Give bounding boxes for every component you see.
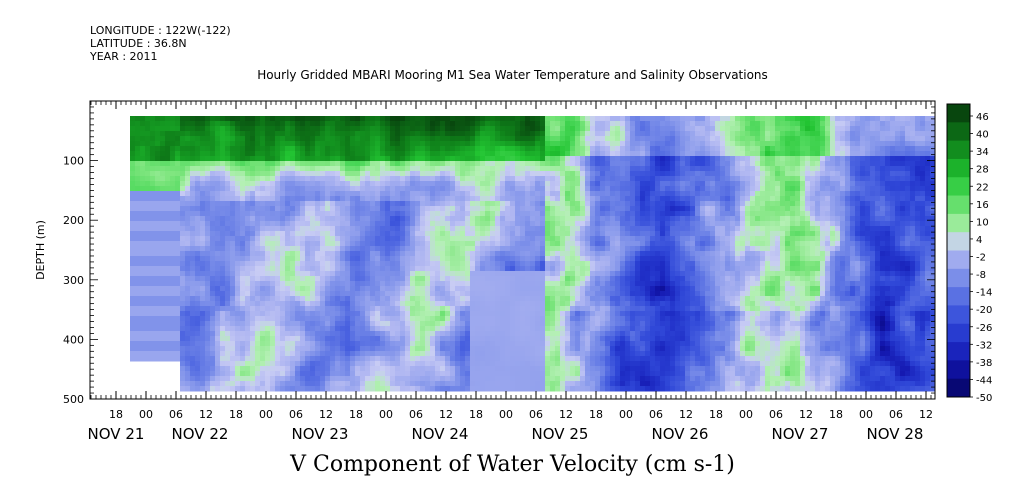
colorbar-label: -32 [976,340,992,351]
x-hour-label: 12 [319,408,333,421]
colorbar-label: 22 [976,182,989,193]
x-hour-label: 06 [529,408,543,421]
colorbar-label: -14 [976,288,992,299]
metadata-block: LONGITUDE : 122W(-122) LATITUDE : 36.8N … [90,24,231,63]
x-hour-label: 06 [289,408,303,421]
axis-ticks [90,100,935,400]
x-hour-label: 06 [169,408,183,421]
colorbar-segment [947,104,970,123]
x-axis-labels: 18 00 06 12 18 00 06 12 18 00 06 12 18 00 06 12 18 00 06 12… [88,408,933,443]
colorbar-label: 16 [976,200,989,211]
x-day-label: NOV 28 [867,425,924,443]
x-day-label: NOV 27 [772,425,829,443]
colorbar-label: -50 [976,393,992,404]
colorbar-frame [946,103,971,398]
y-tick-label: 200 [63,214,84,227]
y-tick-label: 400 [63,333,84,346]
x-day-label: NOV 25 [532,425,589,443]
chart-title: Hourly Gridded MBARI Mooring M1 Sea Wate… [257,68,768,82]
colorbar-segment [947,122,970,142]
y-axis-labels: 100 200 300 400 500 [63,155,84,406]
colorbar: 46 40 34 28 22 16 10 4 -2 -8 -14 -20 -26 -32 -38 -44 -50 [946,103,992,404]
x-hour-label: 18 [589,408,603,421]
x-day-label: NOV 22 [172,425,229,443]
colorbar-label: 10 [976,217,989,228]
colorbar-label: 4 [976,235,982,246]
variable-title: V Component of Water Velocity (cm s-1) [290,452,735,477]
y-tick-label: 500 [63,393,84,406]
x-hour-label: 18 [229,408,243,421]
colorbar-segment [947,195,970,215]
colorbar-segment [947,342,970,361]
x-hour-label: 06 [889,408,903,421]
x-day-label: NOV 21 [88,425,145,443]
x-hour-label: 18 [829,408,843,421]
x-hour-label: 18 [709,408,723,421]
x-hour-label: 00 [499,408,513,421]
heatmap-field [130,116,935,392]
colorbar-segment [947,250,970,270]
colorbar-segment [947,213,970,233]
colorbar-segment [947,268,970,288]
x-day-label: NOV 26 [652,425,709,443]
x-hour-label: 12 [799,408,813,421]
colorbar-segment [947,305,970,325]
year-label: YEAR : 2011 [90,50,158,63]
x-hour-label: 12 [559,408,573,421]
x-hour-label: 00 [259,408,273,421]
colorbar-segment [947,232,970,251]
x-hour-label: 00 [379,408,393,421]
x-hour-label: 06 [769,408,783,421]
x-hour-label: 18 [109,408,123,421]
y-tick-label: 300 [63,274,84,287]
colorbar-label: -2 [976,253,986,264]
x-hour-label: 00 [139,408,153,421]
x-hour-label: 18 [469,408,483,421]
longitude-label: LONGITUDE : 122W(-122) [90,24,231,37]
x-hour-label: 00 [619,408,633,421]
colorbar-label: -8 [976,270,986,281]
y-axis-title: DEPTH (m) [34,220,47,280]
colorbar-label: -20 [976,305,992,316]
x-hour-label: 00 [859,408,873,421]
colorbar-label: 46 [976,112,989,123]
x-hour-label: 12 [199,408,213,421]
x-day-label: NOV 24 [412,425,469,443]
x-hour-label: 12 [679,408,693,421]
colorbar-label: -44 [976,375,992,386]
colorbar-label: 28 [976,165,989,176]
x-hour-label: 00 [739,408,753,421]
colorbar-label: 34 [976,147,989,158]
colorbar-segment [947,177,970,196]
y-tick-label: 100 [63,155,84,168]
x-hour-label: 12 [919,408,933,421]
x-hour-label: 06 [409,408,423,421]
x-day-label: NOV 23 [292,425,349,443]
x-hour-label: 12 [439,408,453,421]
colorbar-label: -26 [976,323,992,334]
colorbar-segment [947,140,970,160]
x-hour-label: 06 [649,408,663,421]
colorbar-segment [947,323,970,343]
colorbar-label: 40 [976,130,989,141]
x-hour-label: 18 [349,408,363,421]
colorbar-label: -38 [976,358,992,369]
colorbar-segment [947,360,970,380]
colorbar-segment [947,158,970,178]
latitude-label: LATITUDE : 36.8N [90,37,187,50]
colorbar-segment [947,287,970,306]
colorbar-segment [947,378,970,398]
